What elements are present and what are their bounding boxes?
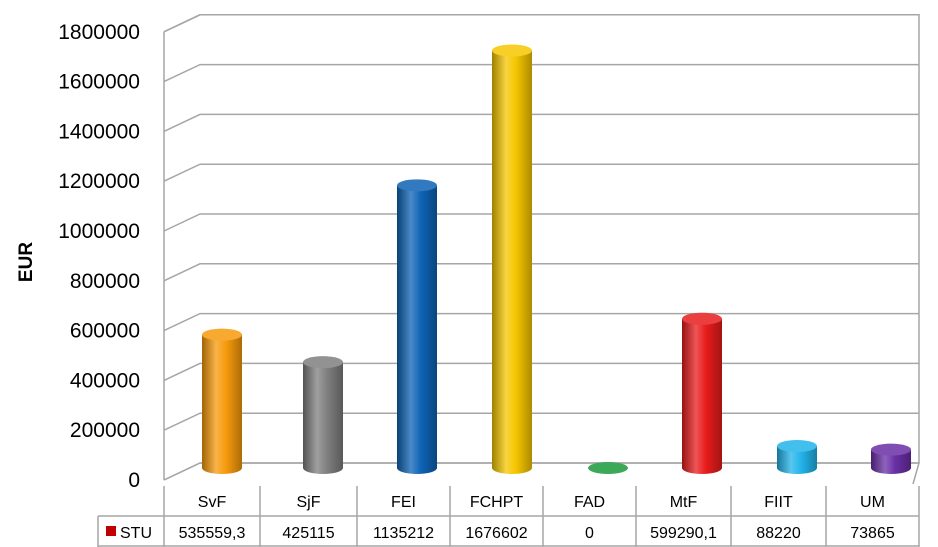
series-name: STU	[120, 525, 152, 542]
bar-top	[777, 440, 817, 453]
y-tick-label: 800000	[70, 270, 140, 293]
y-tick-label: 200000	[70, 419, 140, 442]
data-label: 425115	[282, 525, 334, 542]
data-label: 0	[585, 525, 594, 542]
gridline	[163, 263, 919, 282]
bar-body	[777, 446, 817, 474]
x-tick-label: FCHPT	[470, 494, 524, 511]
back-wall-outline	[163, 14, 920, 463]
gridline	[163, 163, 919, 182]
data-label: 73865	[850, 525, 895, 542]
data-label: 1135212	[373, 525, 434, 542]
y-tick-label: 1000000	[58, 220, 140, 243]
bar-top	[588, 462, 628, 474]
data-label: 535559,3	[179, 525, 246, 542]
gridline	[163, 113, 919, 133]
y-tick-label: 400000	[70, 369, 140, 392]
bar-FIIT	[777, 440, 817, 474]
gridline	[163, 312, 919, 332]
gridline	[163, 412, 919, 431]
y-tick-label: 1200000	[58, 170, 140, 193]
gridlines	[163, 14, 919, 481]
bar-body	[202, 334, 242, 474]
legend-key	[106, 526, 116, 536]
bar-top	[682, 312, 722, 325]
bar-body	[871, 449, 911, 474]
x-tick-label: UM	[860, 494, 885, 511]
data-label: 88220	[756, 525, 801, 542]
bar-top	[492, 44, 532, 57]
bar-top	[303, 356, 343, 369]
gridline	[163, 462, 919, 481]
x-tick-label: MtF	[670, 494, 698, 511]
y-tick-label: 1800000	[58, 21, 140, 44]
y-axis-label: EUR	[16, 242, 37, 282]
bar-UM	[871, 443, 911, 474]
y-tick-label: 600000	[70, 320, 140, 343]
bar-body	[682, 318, 722, 474]
bar-body	[492, 50, 532, 475]
y-tick-label: 1600000	[58, 71, 140, 94]
bars	[202, 44, 911, 475]
x-tick-label: SjF	[297, 494, 321, 511]
y-tick-labels: 0 200000 400000 600000 800000 1000000 1200000 1…	[58, 21, 140, 492]
x-tick-label: FAD	[574, 494, 605, 511]
gridline	[163, 362, 919, 382]
x-tick-label: FEI	[391, 494, 416, 511]
bar-top	[202, 328, 242, 341]
gridline	[163, 14, 919, 33]
bar-MtF	[682, 312, 722, 474]
bar-FAD	[588, 462, 628, 474]
bar-top	[871, 443, 911, 456]
bar-body	[303, 362, 343, 474]
x-tick-label: FIIT	[764, 494, 793, 511]
y-tick-label: 1400000	[58, 120, 140, 143]
bar-top	[397, 179, 437, 192]
gridline	[163, 63, 919, 83]
bar-SvF	[202, 328, 242, 474]
data-label: 1676602	[465, 525, 527, 542]
bar-FEI	[397, 179, 437, 474]
data-table: SvF 535559,3 SjF 425115 FEI 1135212 FCHPT 16766…	[97, 486, 920, 547]
x-tick-label: SvF	[198, 494, 227, 511]
data-label: 599290,1	[650, 525, 717, 542]
gridline	[163, 213, 919, 232]
bar-body	[397, 185, 437, 474]
y-tick-label: 0	[128, 469, 140, 492]
bar-SjF	[303, 356, 343, 474]
bar-FCHPT	[492, 44, 532, 475]
